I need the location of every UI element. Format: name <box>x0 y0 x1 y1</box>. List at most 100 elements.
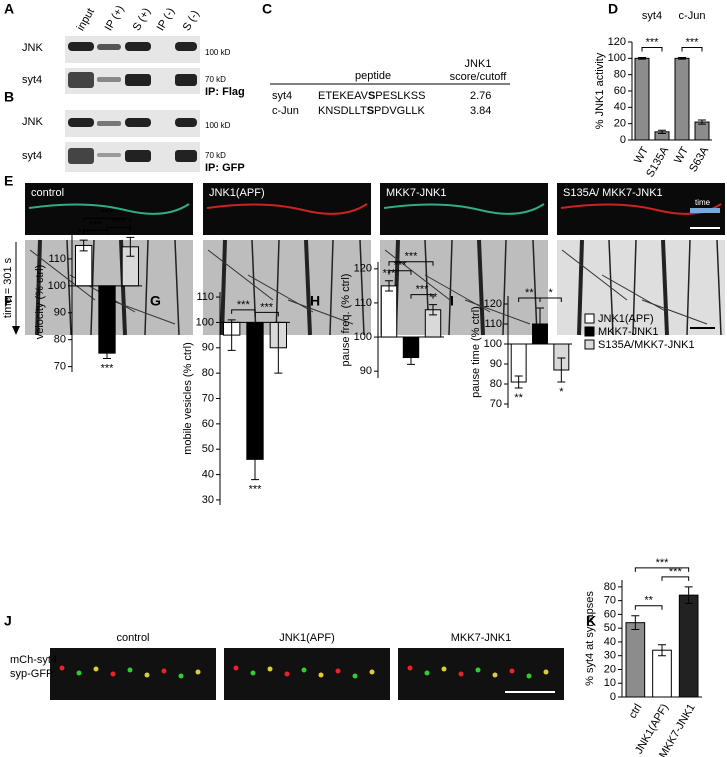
axon <box>206 203 368 215</box>
comparison-label: *** <box>686 36 700 48</box>
comparison-bracket <box>634 567 690 572</box>
comparison-bracket <box>231 309 256 314</box>
y-tick-label: 120 <box>484 298 502 310</box>
row-name: syt4 <box>272 90 292 102</box>
y-tick-label: 40 <box>614 101 626 113</box>
kymo-track <box>716 239 722 336</box>
synapse-images <box>50 648 564 700</box>
y-tick-label: 100 <box>196 316 214 328</box>
y-tick-label: 110 <box>484 318 502 330</box>
comparison-label: ** <box>525 287 534 299</box>
comparison-bracket <box>388 270 412 275</box>
blot-note: IP: Flag <box>205 86 245 98</box>
panel-label: J <box>4 613 12 629</box>
axon <box>383 203 545 215</box>
lane-label: IP (+) <box>103 4 127 33</box>
error-bar <box>251 438 259 481</box>
marker: 70 kD <box>205 151 226 160</box>
kymo-track <box>275 239 280 336</box>
kymo-track <box>561 249 628 301</box>
y-tick-label: 90 <box>490 358 502 370</box>
row-label: JNK <box>22 116 43 128</box>
punctum <box>144 672 150 678</box>
comparison-bracket <box>83 229 108 235</box>
y-tick-label: 80 <box>490 378 502 390</box>
bar <box>674 57 690 141</box>
punctum <box>509 668 515 674</box>
error-bar <box>658 129 666 134</box>
lane-label: input <box>75 6 97 33</box>
punctum <box>301 667 307 673</box>
y-axis-label: velocity (% ctrl) <box>34 265 46 340</box>
error-bar <box>407 350 415 365</box>
punctum <box>441 666 447 672</box>
error-bar <box>536 307 544 341</box>
error-bar <box>126 236 135 257</box>
punctum <box>369 669 375 675</box>
panel-label: K <box>586 613 596 629</box>
lane-label: S (+) <box>131 6 153 33</box>
blot-note: IP: GFP <box>205 162 245 174</box>
kymo-track <box>424 274 491 313</box>
legend-label: JNK1(APF) <box>598 313 654 325</box>
peptide-part: S <box>368 90 375 102</box>
channel-label: syp-GFP <box>10 668 53 680</box>
peptide-part: PDVGLLK <box>374 105 425 117</box>
panel-label: E <box>4 173 13 189</box>
error-bar <box>557 357 566 383</box>
group-label: c-Jun <box>679 10 706 22</box>
kymo-track <box>502 239 507 336</box>
kymo-track <box>35 239 42 336</box>
y-tick-label: 60 <box>202 418 214 430</box>
kymo-track <box>641 299 708 325</box>
bar <box>694 121 710 141</box>
error-bar <box>227 319 236 351</box>
comparison-label: *** <box>416 284 430 296</box>
y-tick-label: 10 <box>604 677 616 689</box>
axon-image <box>380 183 548 235</box>
kymo-track <box>329 239 334 336</box>
comparison-bracket <box>83 217 131 223</box>
y-axis-label: pause time (% ctrl) <box>470 306 482 398</box>
punctum <box>161 668 167 674</box>
condition-label: JNK1(APF) <box>209 187 265 199</box>
punctum <box>424 670 430 676</box>
y-tick-label: 40 <box>202 468 214 480</box>
error-bar <box>631 615 640 631</box>
panel-label: G <box>150 293 161 309</box>
table-header: score/cutoff <box>450 71 508 83</box>
arrow-head <box>12 326 20 335</box>
punctum <box>233 665 239 671</box>
time-label: time = 301 s <box>2 257 14 318</box>
bar <box>625 622 646 698</box>
table-header: peptide <box>355 70 391 82</box>
y-tick-label: 70 <box>490 398 502 410</box>
punctum <box>475 667 481 673</box>
y-tick-label: 110 <box>196 291 214 303</box>
row-label: JNK <box>22 42 43 54</box>
error-bar <box>514 375 523 389</box>
comparison-label: * <box>549 287 554 299</box>
row-name: c-Jun <box>272 105 299 117</box>
error-bar <box>658 644 666 657</box>
bar <box>678 594 699 698</box>
blot-gap <box>65 137 200 142</box>
y-tick-label: 80 <box>614 69 626 81</box>
kymo-track <box>577 239 584 336</box>
comparison-bracket <box>661 576 690 581</box>
channel-label: mCh-syt4 <box>10 654 57 666</box>
kymo-track <box>601 274 668 313</box>
group-label: syt4 <box>642 10 662 22</box>
peptide-part: KNSDLLT <box>318 105 367 117</box>
punctum <box>284 671 290 677</box>
axon-image <box>25 183 193 235</box>
y-tick-label: 80 <box>54 334 66 346</box>
error-bar <box>638 57 646 60</box>
peptide: KNSDLLTSPDVGLLK <box>318 105 425 117</box>
score: 3.84 <box>470 105 491 117</box>
score: 2.76 <box>470 90 491 102</box>
kymo-track <box>532 239 538 336</box>
error-bar <box>678 57 686 60</box>
kymo-track <box>247 274 314 313</box>
comparison-bracket <box>410 294 434 299</box>
